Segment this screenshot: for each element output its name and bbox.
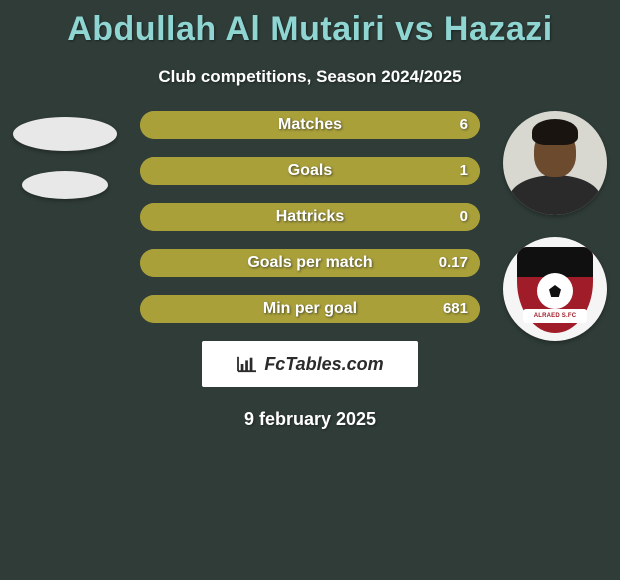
stat-label: Goals per match	[140, 249, 480, 277]
avatar-hair	[532, 119, 578, 145]
team-crest-icon: ALRAED S.FC	[517, 247, 593, 333]
right-team-logo: ALRAED S.FC	[503, 237, 607, 341]
avatar-shoulders	[509, 175, 601, 215]
stat-label: Hattricks	[140, 203, 480, 231]
watermark-text: FcTables.com	[264, 354, 383, 375]
stat-label: Goals	[140, 157, 480, 185]
bar-chart-icon	[236, 355, 258, 373]
team-logo-banner: ALRAED S.FC	[523, 309, 587, 323]
soccer-ball-icon	[537, 273, 573, 309]
stat-label: Min per goal	[140, 295, 480, 323]
stat-value-right: 6	[460, 111, 468, 139]
stat-row: Goals1	[140, 157, 480, 185]
stat-value-right: 0.17	[439, 249, 468, 277]
stat-value-right: 0	[460, 203, 468, 231]
right-player-column: ALRAED S.FC	[498, 111, 612, 341]
stat-value-right: 681	[443, 295, 468, 323]
stat-value-right: 1	[460, 157, 468, 185]
stat-row: Hattricks0	[140, 203, 480, 231]
comparison-panel: ALRAED S.FC Matches6 Goals1 Hattricks0 Goal…	[0, 111, 620, 323]
watermark-badge: FcTables.com	[202, 341, 418, 387]
stat-row: Matches6	[140, 111, 480, 139]
right-player-avatar	[503, 111, 607, 215]
comparison-bars: Matches6Goals1Hattricks0Goals per match0…	[140, 111, 480, 323]
left-player-avatar-placeholder-1	[13, 117, 117, 151]
date-label: 9 february 2025	[0, 409, 620, 430]
page-title: Abdullah Al Mutairi vs Hazazi	[0, 0, 620, 49]
left-player-avatar-placeholder-2	[22, 171, 108, 199]
left-player-column	[8, 111, 122, 199]
stat-label: Matches	[140, 111, 480, 139]
stat-row: Min per goal681	[140, 295, 480, 323]
page-subtitle: Club competitions, Season 2024/2025	[0, 67, 620, 87]
stat-row: Goals per match0.17	[140, 249, 480, 277]
